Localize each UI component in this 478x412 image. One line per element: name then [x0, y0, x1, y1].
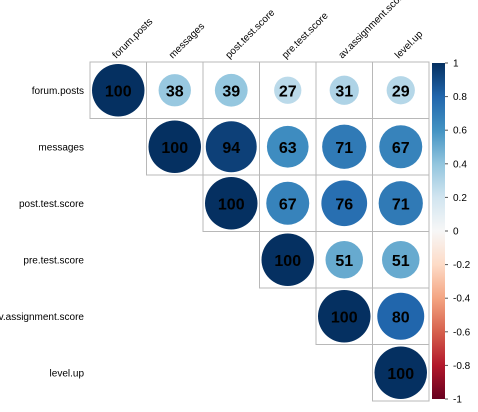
correlation-circle [377, 292, 425, 340]
correlation-value-label: 63 [279, 140, 297, 157]
correlation-value-label: 39 [222, 83, 240, 100]
colorbar-gradient [432, 63, 445, 399]
column-label: forum.posts [111, 16, 156, 61]
correlation-value-label: 31 [335, 83, 353, 100]
circle-layer [92, 64, 427, 399]
colorbar-tick-label: 0 [453, 227, 459, 238]
correlation-value-label: 100 [331, 309, 358, 326]
correlation-circle [329, 75, 359, 105]
correlation-circle [379, 125, 423, 169]
colorbar-tick-label: 0.4 [453, 159, 467, 170]
correlation-value-label: 100 [161, 140, 188, 157]
value-layer: 100 38 39 27 31 29 100 94 63 71 67 100 67 76 71 100 51 51… [105, 83, 414, 383]
row-label: messages [38, 142, 84, 153]
row-label: pre.test.score [23, 255, 84, 266]
correlation-value-label: 51 [392, 253, 410, 270]
colorbar-tick-label: 1 [453, 59, 459, 70]
correlation-value-label: 51 [335, 253, 353, 270]
correlation-value-label: 76 [335, 196, 353, 213]
colorbar-tick-label: -0.2 [453, 260, 471, 271]
correlation-circle [205, 121, 257, 173]
colorbar-tick-label: 0.6 [453, 126, 467, 137]
correlation-value-label: 80 [392, 309, 410, 326]
correlation-circle [158, 74, 191, 107]
colorbar-tick-label: -0.4 [453, 294, 471, 305]
correlation-value-label: 71 [392, 196, 410, 213]
correlation-value-label: 67 [392, 140, 410, 157]
correlation-value-label: 94 [222, 140, 240, 157]
correlation-value-label: 67 [279, 196, 297, 213]
row-label: forum.posts [32, 86, 84, 97]
column-label: post.test.score [224, 7, 278, 61]
row-labels: forum.posts messages post.test.score pre.te… [0, 86, 84, 380]
correlation-circle [266, 125, 309, 168]
correlation-value-label: 71 [335, 140, 353, 157]
correlation-circle [322, 124, 367, 169]
correlation-circle [214, 73, 248, 107]
row-label: level.up [50, 368, 85, 379]
correlation-value-label: 38 [166, 83, 184, 100]
colorbar: 1 0.8 0.6 0.4 0.2 0 -0.2 -0.4 -0.6 -0.8 -1 [432, 59, 471, 406]
correlation-circle [325, 241, 363, 279]
correlation-circle [378, 181, 423, 226]
colorbar-tick-label: -0.6 [453, 327, 471, 338]
colorbar-tick-label: -0.8 [453, 361, 471, 372]
correlation-value-label: 27 [279, 83, 297, 100]
correlation-circle [92, 64, 145, 117]
column-labels: forum.posts messages post.test.score pre.te… [111, 0, 426, 61]
correlation-value-label: 100 [218, 196, 245, 213]
colorbar-tick-label: 0.8 [453, 92, 467, 103]
row-label: post.test.score [19, 199, 84, 210]
correlation-circle [382, 241, 420, 279]
column-label: messages [167, 21, 207, 61]
correlation-value-label: 29 [392, 83, 410, 100]
correlation-circle [261, 233, 314, 286]
correlation-value-label: 100 [274, 253, 301, 270]
column-label: level.up [393, 29, 425, 61]
colorbar-tick-label: 0.2 [453, 193, 467, 204]
column-label: pre.test.score [280, 10, 331, 61]
row-label: av.assignment.score [0, 312, 84, 323]
correlation-circle [274, 76, 302, 104]
correlation-circle [374, 346, 427, 399]
grid-layer [89, 61, 430, 402]
correlation-value-label: 100 [387, 366, 414, 383]
colorbar-tick-label: -1 [453, 395, 462, 406]
correlation-circle [205, 177, 258, 230]
correlation-value-label: 100 [105, 83, 132, 100]
correlation-circle [318, 290, 371, 343]
correlation-circle [266, 181, 310, 225]
correlation-circle [148, 120, 201, 173]
correlation-circle [321, 180, 368, 227]
correlation-circle [386, 76, 415, 105]
